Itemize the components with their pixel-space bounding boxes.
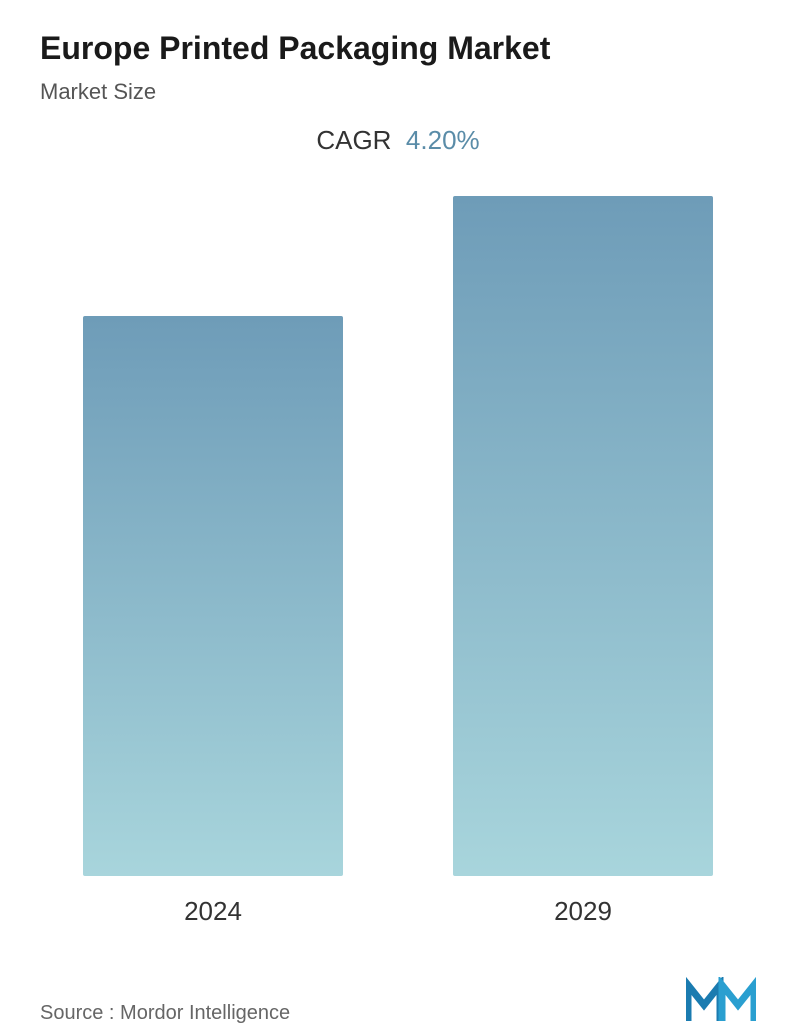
bar-chart: 2024 2029 <box>40 196 756 947</box>
chart-title: Europe Printed Packaging Market <box>40 30 756 67</box>
bar-label: 2029 <box>554 896 612 927</box>
footer: Source : Mordor Intelligence <box>40 947 756 1025</box>
source-text: Source : Mordor Intelligence <box>40 1002 290 1025</box>
bar <box>453 196 713 876</box>
bar <box>83 316 343 876</box>
bar-label: 2024 <box>184 896 242 927</box>
cagr-value: 4.20% <box>406 125 480 155</box>
cagr-row: CAGR 4.20% <box>40 125 756 156</box>
chart-subtitle: Market Size <box>40 79 756 105</box>
bar-group: 2029 <box>453 196 713 927</box>
bar-group: 2024 <box>83 316 343 927</box>
mordor-logo-icon <box>686 977 756 1025</box>
cagr-label: CAGR <box>316 125 391 155</box>
chart-container: Europe Printed Packaging Market Market S… <box>0 0 796 1034</box>
